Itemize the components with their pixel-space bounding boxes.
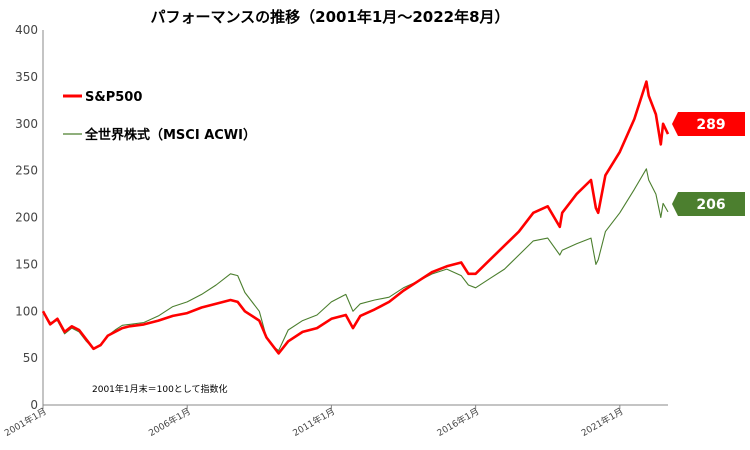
chart-title: パフォーマンスの推移（2001年1月～2022年8月） [150, 8, 509, 26]
x-tick-label: 2006年1月 [146, 405, 192, 439]
end-callout-sp500: 289 [672, 112, 745, 136]
series-line-acwi [42, 168, 669, 352]
x-tick-labels: 2001年1月 2006年1月 2011年1月 2016年1月 2021年1月 [2, 405, 625, 439]
y-tick-label: 350 [15, 70, 38, 84]
y-tick-label: 300 [15, 117, 38, 131]
x-tick-label: 2021年1月 [579, 405, 625, 439]
y-tick-label: 150 [15, 257, 38, 271]
legend-label-acwi: 全世界株式（MSCI ACWI） [84, 127, 256, 143]
legend-item-acwi: 全世界株式（MSCI ACWI） [63, 127, 256, 143]
y-tick-labels: 400 350 300 250 200 150 100 50 0 [15, 23, 38, 412]
y-tick-label: 250 [15, 164, 38, 178]
y-axis: 400 350 300 250 200 150 100 50 0 [15, 23, 44, 412]
index-note: 2001年1月末＝100として指数化 [92, 383, 228, 395]
end-callout-sp500-box [672, 112, 745, 136]
x-tick-label: 2011年1月 [291, 405, 337, 439]
legend-label-sp500: S&P500 [85, 90, 142, 105]
x-tick-label: 2016年1月 [435, 405, 481, 439]
y-tick-label: 50 [23, 351, 38, 365]
y-tick-label: 400 [15, 23, 38, 37]
end-callout-acwi: 206 [672, 192, 745, 216]
end-callout-acwi-box [672, 192, 745, 216]
legend-item-sp500: S&P500 [63, 90, 142, 105]
y-tick-label: 0 [30, 398, 38, 412]
series-lines [41, 80, 670, 355]
series-line-sp500 [41, 80, 670, 355]
end-callout-sp500-value: 289 [696, 117, 725, 133]
x-axis: 2001年1月 2006年1月 2011年1月 2016年1月 2021年1月 [2, 404, 668, 439]
x-tick-label: 2001年1月 [2, 405, 48, 439]
legend: S&P500 全世界株式（MSCI ACWI） [63, 90, 256, 143]
end-callout-acwi-value: 206 [696, 197, 725, 213]
y-tick-label: 200 [15, 211, 38, 225]
y-tick-label: 100 [15, 304, 38, 318]
